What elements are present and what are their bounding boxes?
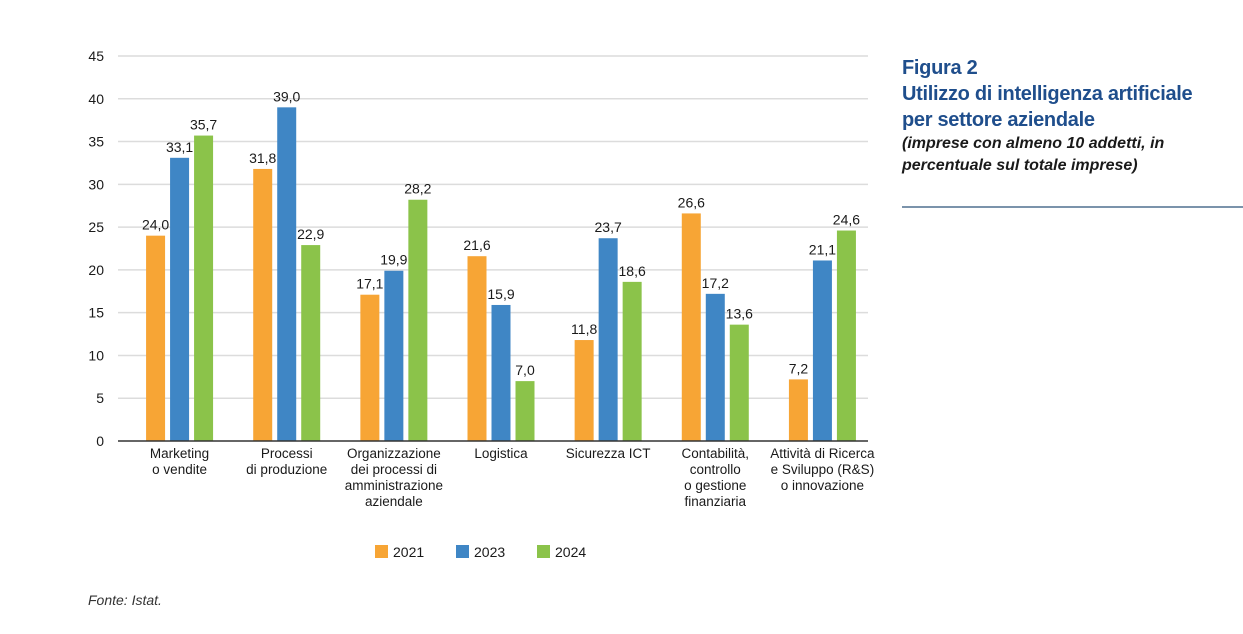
bar-2021 — [253, 168, 273, 441]
value-label: 23,7 — [595, 219, 622, 235]
y-tick-label: 10 — [88, 347, 104, 363]
bar-2023 — [277, 107, 297, 441]
bar-2024 — [515, 381, 535, 441]
category-label: Sicurezza ICT — [566, 446, 651, 461]
legend-item-2021: 2021 — [375, 544, 424, 560]
value-label: 24,6 — [833, 212, 860, 228]
legend: 2021 2023 2024 — [375, 544, 586, 560]
category-labels: Marketing o vendite Processi di produzione O… — [150, 446, 875, 509]
y-tick-label: 45 — [88, 48, 104, 64]
y-tick-label: 30 — [88, 176, 104, 192]
legend-label: 2023 — [474, 544, 505, 560]
bar-2024 — [836, 230, 856, 441]
bar-2021 — [681, 213, 701, 441]
value-label: 17,1 — [356, 276, 383, 292]
value-label: 7,2 — [789, 360, 809, 376]
value-label: 21,6 — [463, 237, 490, 253]
category-label: Organizzazione dei processi di amministraz… — [345, 446, 443, 509]
legend-item-2023: 2023 — [456, 544, 505, 560]
value-label: 11,8 — [571, 321, 597, 337]
value-label: 35,7 — [190, 117, 217, 133]
bar-2023 — [705, 293, 725, 441]
value-label: 28,2 — [404, 181, 431, 197]
y-axis-ticks: 0 5 10 15 20 25 30 35 40 45 — [88, 48, 104, 449]
legend-swatch — [537, 545, 550, 558]
bar-2023 — [491, 304, 511, 441]
value-label: 7,0 — [515, 362, 535, 378]
figure-subtitle-line1: (imprese con almeno 10 addetti, in — [902, 135, 1165, 152]
bar-2023 — [170, 157, 190, 442]
value-label: 21,1 — [809, 241, 836, 257]
bar-2023 — [598, 238, 618, 441]
y-tick-label: 5 — [96, 390, 104, 406]
bar-2021 — [467, 256, 487, 441]
legend-swatch — [456, 545, 469, 558]
gridlines — [118, 55, 868, 399]
category-label: Attività di Ricerca e Sviluppo (R&S) o inn… — [770, 446, 875, 493]
y-tick-label: 15 — [88, 305, 104, 321]
bar-2023 — [384, 270, 404, 441]
bar-2021 — [146, 235, 166, 441]
y-tick-label: 25 — [88, 219, 104, 235]
bar-2024 — [194, 135, 214, 442]
bar-2024 — [408, 199, 428, 441]
value-label: 31,8 — [249, 150, 276, 166]
bar-2021 — [574, 340, 594, 441]
value-label: 24,0 — [142, 217, 169, 233]
bar-2021 — [788, 379, 808, 441]
y-tick-label: 35 — [88, 134, 104, 150]
category-label: Processi di produzione — [246, 446, 327, 477]
value-label: 17,2 — [702, 275, 729, 291]
figure-number: Figura 2 — [902, 57, 978, 79]
value-label: 19,9 — [380, 252, 407, 268]
value-label: 18,6 — [619, 263, 646, 279]
value-labels: 24,0 33,1 35,7 31,8 39,0 22,9 17,1 19,9 28,2 21,6… — [142, 88, 860, 378]
figure-subtitle-line2: percentuale sul totale imprese) — [902, 157, 1138, 174]
figure-title-line1: Utilizzo di intelligenza artificiale — [902, 83, 1193, 105]
value-label: 33,1 — [166, 139, 193, 155]
value-label: 26,6 — [678, 194, 705, 210]
legend-label: 2024 — [555, 544, 586, 560]
y-tick-label: 40 — [88, 91, 104, 107]
bar-2024 — [729, 324, 749, 441]
bar-2021 — [360, 294, 380, 441]
category-label: Contabilità, controllo o gestione finanziar… — [682, 446, 750, 509]
bar-2023 — [812, 260, 832, 441]
value-label: 13,6 — [726, 306, 753, 322]
bars — [146, 107, 856, 442]
legend-swatch — [375, 545, 388, 558]
source-note: Fonte: Istat. — [88, 592, 162, 608]
value-label: 22,9 — [297, 226, 324, 242]
value-label: 39,0 — [273, 88, 300, 104]
value-label: 15,9 — [487, 286, 514, 302]
bar-2024 — [301, 245, 321, 441]
category-label: Logistica — [474, 446, 528, 461]
caption-divider — [902, 206, 1243, 208]
y-tick-label: 20 — [88, 262, 104, 278]
y-tick-label: 0 — [96, 433, 104, 449]
figure-title-line2: per settore aziendale — [902, 109, 1095, 131]
category-label: Marketing o vendite — [150, 446, 209, 477]
legend-item-2024: 2024 — [537, 544, 586, 560]
figure-caption: Figura 2 Utilizzo di intelligenza artifi… — [902, 55, 1242, 177]
bar-2024 — [622, 281, 642, 441]
legend-label: 2021 — [393, 544, 424, 560]
